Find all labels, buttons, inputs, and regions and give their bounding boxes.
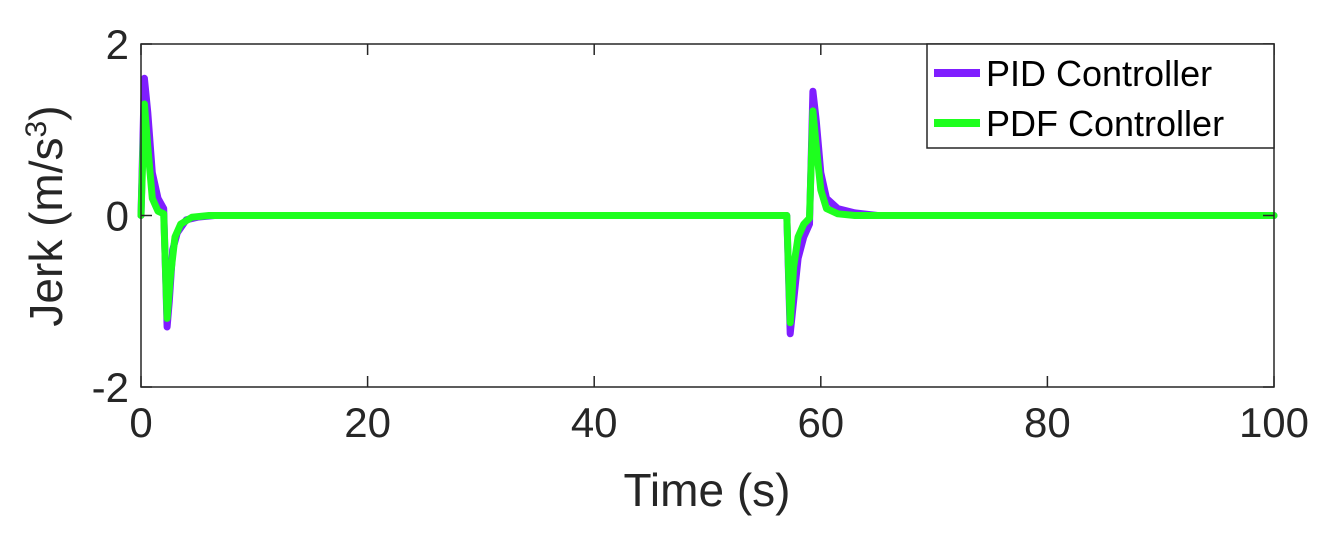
x-tick-label: 80 <box>1024 399 1071 446</box>
legend-label-pdf: PDF Controller <box>986 103 1224 144</box>
y-axis-label-main: Jerk (m/s <box>20 137 72 326</box>
legend-label-pid: PID Controller <box>986 53 1212 94</box>
x-tick-label: 0 <box>129 399 152 446</box>
x-tick-label: 100 <box>1239 399 1309 446</box>
legend-box <box>926 43 1275 149</box>
series-layer <box>137 74 1278 338</box>
y-axis-label: Jerk (m/s3) <box>20 105 72 326</box>
y-axis-label-close: ) <box>20 105 72 120</box>
y-tick-label: 2 <box>106 21 129 68</box>
x-axis-label: Time (s) <box>624 464 791 516</box>
y-tick-label: -2 <box>92 364 129 411</box>
series-line-pdf-controller <box>137 100 1278 327</box>
plot-frame <box>140 43 1275 388</box>
x-tick-label: 20 <box>344 399 391 446</box>
x-tick-label: 40 <box>571 399 618 446</box>
legend: PID Controller PDF Controller <box>926 43 1275 149</box>
tick-labels-layer: 0 20 40 60 80 100-202 <box>92 21 1309 446</box>
y-tick-label: 0 <box>106 193 129 240</box>
y-axis-label-superscript: 3 <box>20 121 53 138</box>
x-tick-label: 60 <box>797 399 844 446</box>
